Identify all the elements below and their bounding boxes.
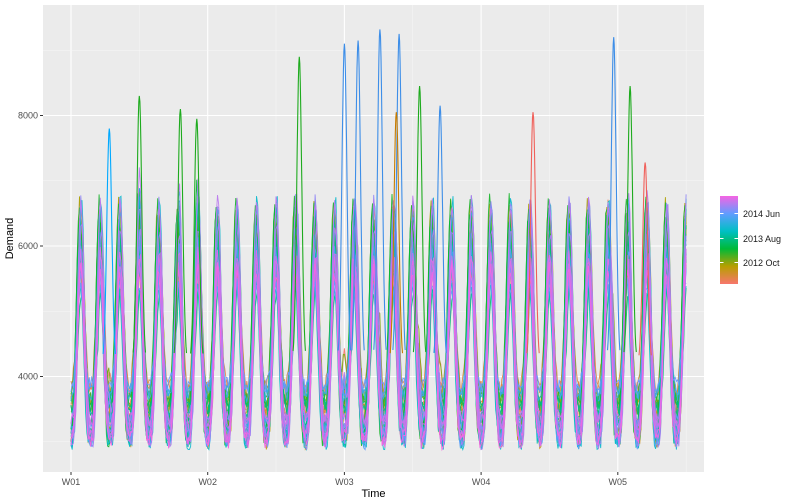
x-axis-title: Time xyxy=(361,488,385,500)
legend-label-2013-aug: 2013 Aug xyxy=(743,234,781,244)
legend-label-2014-jun: 2014 Jun xyxy=(743,209,780,219)
y-tick-label: 6000 xyxy=(18,241,38,251)
y-tick-label: 8000 xyxy=(18,111,38,121)
series-peak xyxy=(433,105,447,353)
y-tick-label: 4000 xyxy=(18,372,38,382)
series-peak xyxy=(173,108,188,354)
series-line xyxy=(70,261,687,452)
series-peak xyxy=(412,86,427,353)
x-tick-label: W03 xyxy=(335,477,354,487)
x-tick-label: W01 xyxy=(62,477,81,487)
x-tick-label: W05 xyxy=(609,477,628,487)
series-peak xyxy=(392,33,406,351)
series-peak xyxy=(638,162,652,356)
series-peak xyxy=(606,37,621,351)
x-tick-label: W04 xyxy=(472,477,491,487)
series-peak xyxy=(373,29,387,350)
series-peak xyxy=(351,40,365,351)
axes: W01 W02 W03 W04 W05 4000 6000 8000 xyxy=(18,111,627,488)
series-peak xyxy=(102,128,116,354)
x-tick-label: W02 xyxy=(198,477,217,487)
y-axis-title: Demand xyxy=(4,218,16,260)
series-peak xyxy=(389,112,404,354)
series-peak xyxy=(132,95,147,353)
series-peak xyxy=(526,112,540,354)
series-peak xyxy=(292,56,306,351)
legend-colorbar xyxy=(720,196,738,284)
legend-ticks xyxy=(720,213,738,263)
series-peak xyxy=(190,118,204,354)
legend-label-2012-oct: 2012 Oct xyxy=(743,258,780,268)
series-peak xyxy=(337,43,352,351)
series-peak xyxy=(623,86,637,353)
series-lines xyxy=(70,29,687,452)
